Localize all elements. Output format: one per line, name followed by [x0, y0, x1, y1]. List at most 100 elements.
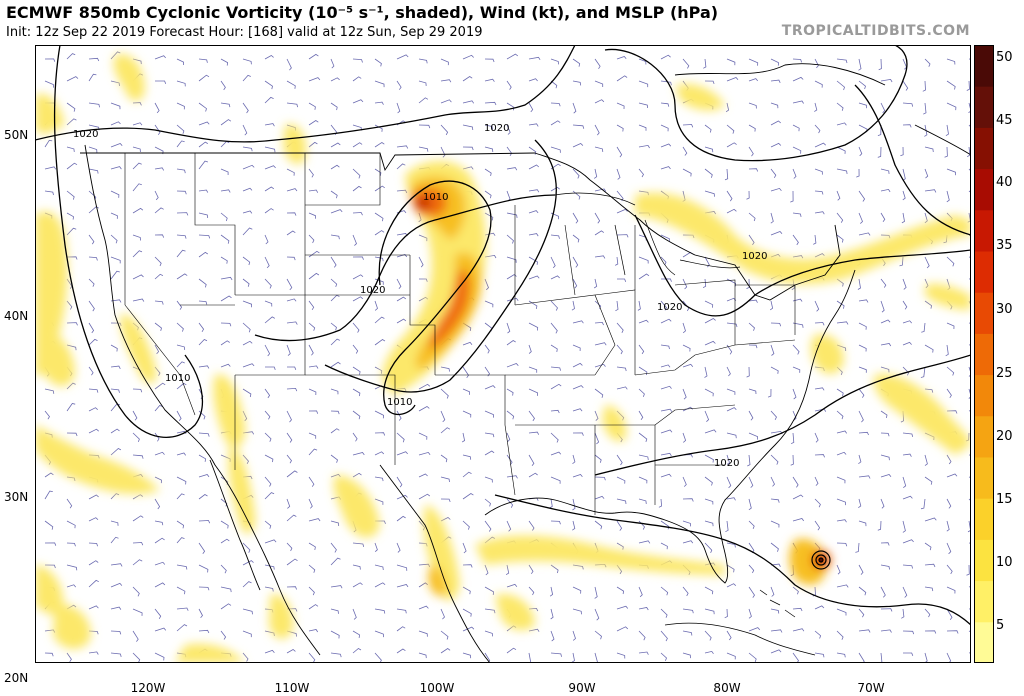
wind-barb	[725, 520, 729, 533]
wind-barb	[418, 234, 428, 242]
wind-barb	[264, 316, 275, 324]
lon-label-90w: 90W	[568, 681, 596, 695]
wind-barb	[572, 320, 584, 324]
wind-barb	[352, 296, 364, 302]
wind-barb	[858, 431, 869, 436]
wind-barb	[88, 146, 98, 153]
wind-barb	[132, 122, 143, 126]
wind-barb	[616, 124, 624, 132]
map-frame	[35, 45, 971, 663]
wind-barb	[814, 102, 818, 112]
hurricane-core	[811, 550, 831, 570]
wind-barb	[880, 78, 893, 83]
wind-barb	[903, 652, 914, 656]
wind-barb	[352, 432, 358, 442]
wind-barb	[902, 453, 912, 457]
lon-label-70w: 70W	[857, 681, 885, 695]
wind-barb	[66, 564, 78, 571]
wind-barb	[330, 361, 341, 368]
wind-barb	[594, 342, 607, 346]
wind-barb	[484, 300, 494, 308]
wind-barb	[924, 586, 934, 592]
wind-barb	[132, 608, 143, 616]
wind-barb	[176, 102, 185, 110]
wind-barb	[176, 452, 187, 456]
wind-barb	[770, 142, 782, 148]
wind-barb	[858, 498, 862, 509]
wind-barb	[946, 322, 955, 330]
wind-barb	[858, 212, 863, 224]
wind-barb	[682, 476, 687, 487]
wind-barb	[660, 318, 672, 324]
wind-barb	[418, 652, 427, 659]
wind-barb	[374, 498, 384, 505]
wind-barb	[198, 102, 207, 112]
wind-barb	[528, 256, 538, 265]
wind-barb	[374, 124, 383, 132]
wind-barb	[308, 120, 319, 126]
wind-barb	[814, 432, 819, 443]
wind-barb	[110, 190, 120, 198]
wind-barb	[484, 410, 494, 418]
wind-barb	[528, 210, 539, 214]
isobar-label: 1020	[657, 302, 682, 313]
wind-barb	[352, 542, 365, 548]
baja-coast	[209, 459, 261, 591]
wind-barb	[748, 586, 755, 598]
wind-barb	[704, 630, 712, 641]
wind-barb	[836, 564, 841, 575]
wind-barb	[572, 80, 582, 86]
wind-barb	[462, 471, 472, 478]
lon-label-80w: 80W	[713, 681, 741, 695]
wind-barb	[704, 542, 713, 554]
colorbar-step	[974, 45, 994, 87]
colorbar-step	[974, 457, 994, 499]
wind-barb	[792, 494, 804, 500]
wind-barb	[132, 102, 142, 106]
wind-barb	[770, 586, 775, 597]
wind-barb	[792, 607, 803, 612]
wind-barb	[88, 542, 98, 547]
wind-barb	[792, 255, 804, 259]
wind-barb	[572, 362, 583, 368]
wind-barb	[638, 476, 648, 484]
wind-barb	[660, 102, 670, 107]
wind-barb	[638, 168, 644, 178]
wind-barb	[220, 256, 228, 264]
wind-barb	[770, 366, 779, 374]
wind-barb	[154, 537, 165, 544]
wind-barb	[44, 652, 54, 657]
wind-barb	[396, 318, 407, 324]
wind-barb	[154, 432, 160, 442]
isobar-label: 1020	[360, 285, 385, 296]
wind-barb	[682, 652, 691, 659]
wind-barb	[902, 190, 906, 201]
wind-barb	[814, 168, 823, 175]
wind-barb	[528, 586, 535, 596]
wind-barb	[242, 146, 253, 152]
wind-barb	[746, 366, 750, 378]
wind-barb	[790, 454, 794, 466]
wind-barb	[352, 168, 361, 179]
wind-barb	[374, 476, 384, 482]
wind-barb	[836, 608, 847, 616]
wind-barb	[638, 144, 650, 149]
wind-barb	[902, 124, 912, 128]
wind-barb	[352, 142, 363, 148]
wind-barb	[814, 253, 825, 258]
wind-barb	[484, 586, 495, 595]
wind-barb	[858, 629, 871, 633]
wind-barb	[660, 364, 671, 368]
wind-barb	[286, 298, 297, 302]
wind-barb	[550, 520, 561, 525]
colorbar-step	[974, 539, 994, 582]
texas-louisiana-coast	[484, 269, 856, 584]
wind-barb	[924, 256, 930, 269]
wind-barb	[418, 124, 431, 129]
wind-barb	[308, 300, 315, 311]
wind-barb	[66, 212, 74, 220]
wind-barb	[506, 340, 516, 346]
wind-barb	[572, 498, 576, 511]
wind-barb	[660, 520, 670, 530]
wind-barb	[396, 515, 406, 522]
